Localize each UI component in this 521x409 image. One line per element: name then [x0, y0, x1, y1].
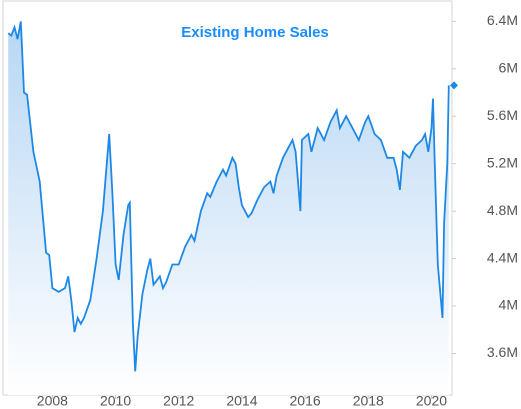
x-tick-label: 2016	[290, 393, 321, 409]
y-tick-label: 5.2M	[487, 154, 518, 170]
y-tick-label: 6M	[499, 60, 518, 76]
y-tick-label: 4M	[499, 297, 518, 313]
last-value-marker	[450, 81, 458, 90]
y-tick-label: 3.6M	[487, 344, 518, 360]
x-tick-label: 2014	[226, 393, 257, 409]
x-tick-label: 2008	[37, 393, 68, 409]
x-tick-label: 2018	[353, 393, 384, 409]
area	[8, 21, 449, 396]
chart-title: Existing Home Sales	[181, 24, 329, 41]
y-tick-label: 6.4M	[487, 12, 518, 28]
y-tick-label: 5.6M	[487, 107, 518, 123]
y-tick-label: 4.8M	[487, 202, 518, 218]
x-tick-label: 2012	[163, 393, 194, 409]
x-tick-label: 2010	[100, 393, 131, 409]
line	[7, 21, 450, 372]
y-tick-label: 4.4M	[487, 249, 518, 265]
x-tick-label: 2020	[416, 393, 447, 409]
